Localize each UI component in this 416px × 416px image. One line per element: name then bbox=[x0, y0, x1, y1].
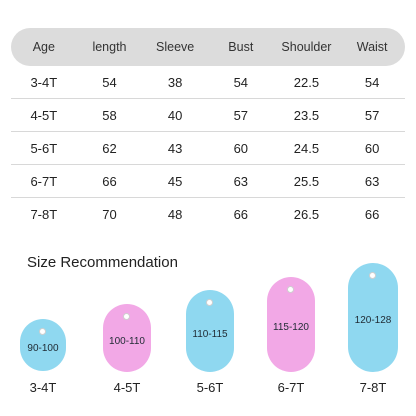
tag-hole-icon bbox=[369, 272, 376, 279]
table-header-row: Age length Sleeve Bust Shoulder Waist bbox=[11, 28, 405, 66]
size-tag-7-8t: 120-128 bbox=[348, 263, 398, 372]
size-tag-3-4t: 90-100 bbox=[20, 319, 66, 371]
tag-height-range: 115-120 bbox=[273, 322, 309, 333]
tag-hole-icon bbox=[206, 299, 213, 306]
cell-bust: 63 bbox=[207, 164, 274, 198]
size-chart-table: Age length Sleeve Bust Shoulder Waist 3-… bbox=[11, 28, 405, 230]
table-row: 7-8T 70 48 66 26.5 66 bbox=[11, 198, 405, 231]
tag-height-range: 120-128 bbox=[354, 315, 392, 326]
cell-shoulder: 24.5 bbox=[273, 131, 340, 165]
table-row: 5-6T 62 43 60 24.5 60 bbox=[11, 131, 405, 165]
header-length: length bbox=[76, 28, 143, 66]
cell-waist: 66 bbox=[364, 206, 380, 222]
size-tag-4-5t: 100-110 bbox=[103, 304, 151, 372]
cell-sleeve: 48 bbox=[167, 206, 183, 222]
tag-height-range: 90-100 bbox=[27, 342, 59, 354]
tag-age-label: 5-6T bbox=[196, 380, 224, 395]
size-tag-5-6t: 110-115 bbox=[186, 290, 234, 372]
cell-length: 66 bbox=[76, 164, 143, 198]
header-bust: Bust bbox=[207, 28, 274, 66]
cell-length: 58 bbox=[76, 98, 143, 132]
cell-bust: 60 bbox=[207, 131, 274, 165]
tag-hole-icon bbox=[123, 313, 130, 320]
tag-height-range: 110-115 bbox=[192, 328, 228, 340]
header-age: Age bbox=[11, 28, 77, 66]
size-tag-6-7t: 115-120 bbox=[267, 277, 315, 372]
cell-waist: 60 bbox=[339, 131, 405, 165]
cell-shoulder: 26.5 bbox=[293, 206, 320, 222]
cell-age: 4-5T bbox=[11, 98, 77, 132]
cell-age: 6-7T bbox=[11, 164, 77, 198]
cell-waist: 57 bbox=[339, 98, 405, 132]
table-row: 6-7T 66 45 63 25.5 63 bbox=[11, 164, 405, 198]
tag-age-label: 3-4T bbox=[29, 380, 57, 395]
tag-age-label: 4-5T bbox=[113, 380, 141, 395]
table-row: 4-5T 58 40 57 23.5 57 bbox=[11, 98, 405, 132]
cell-sleeve: 40 bbox=[142, 98, 208, 132]
cell-bust: 57 bbox=[207, 98, 274, 132]
table-row: 3-4T 54 38 54 22.5 54 bbox=[11, 66, 405, 99]
tag-height-range: 100-110 bbox=[109, 335, 145, 347]
cell-shoulder: 23.5 bbox=[273, 98, 340, 132]
tag-age-label: 7-8T bbox=[359, 380, 387, 395]
cell-bust: 54 bbox=[207, 66, 274, 99]
header-sleeve: Sleeve bbox=[142, 28, 208, 66]
cell-shoulder: 22.5 bbox=[273, 66, 340, 99]
size-recommendation-title: Size Recommendation bbox=[27, 254, 178, 271]
cell-length: 54 bbox=[76, 66, 143, 99]
cell-sleeve: 43 bbox=[142, 131, 208, 165]
header-waist: Waist bbox=[339, 28, 405, 66]
header-shoulder: Shoulder bbox=[273, 28, 340, 66]
cell-length: 62 bbox=[76, 131, 143, 165]
cell-waist: 63 bbox=[339, 164, 405, 198]
cell-bust: 66 bbox=[233, 206, 249, 222]
cell-age: 3-4T bbox=[11, 66, 77, 99]
cell-sleeve: 38 bbox=[142, 66, 208, 99]
cell-age: 5-6T bbox=[11, 131, 77, 165]
cell-waist: 54 bbox=[339, 66, 405, 99]
cell-sleeve: 45 bbox=[142, 164, 208, 198]
tag-hole-icon bbox=[39, 328, 46, 335]
cell-shoulder: 25.5 bbox=[273, 164, 340, 198]
cell-length: 70 bbox=[102, 206, 117, 222]
tag-age-label: 6-7T bbox=[277, 380, 305, 395]
cell-age: 7-8T bbox=[30, 206, 58, 222]
tag-hole-icon bbox=[287, 286, 294, 293]
